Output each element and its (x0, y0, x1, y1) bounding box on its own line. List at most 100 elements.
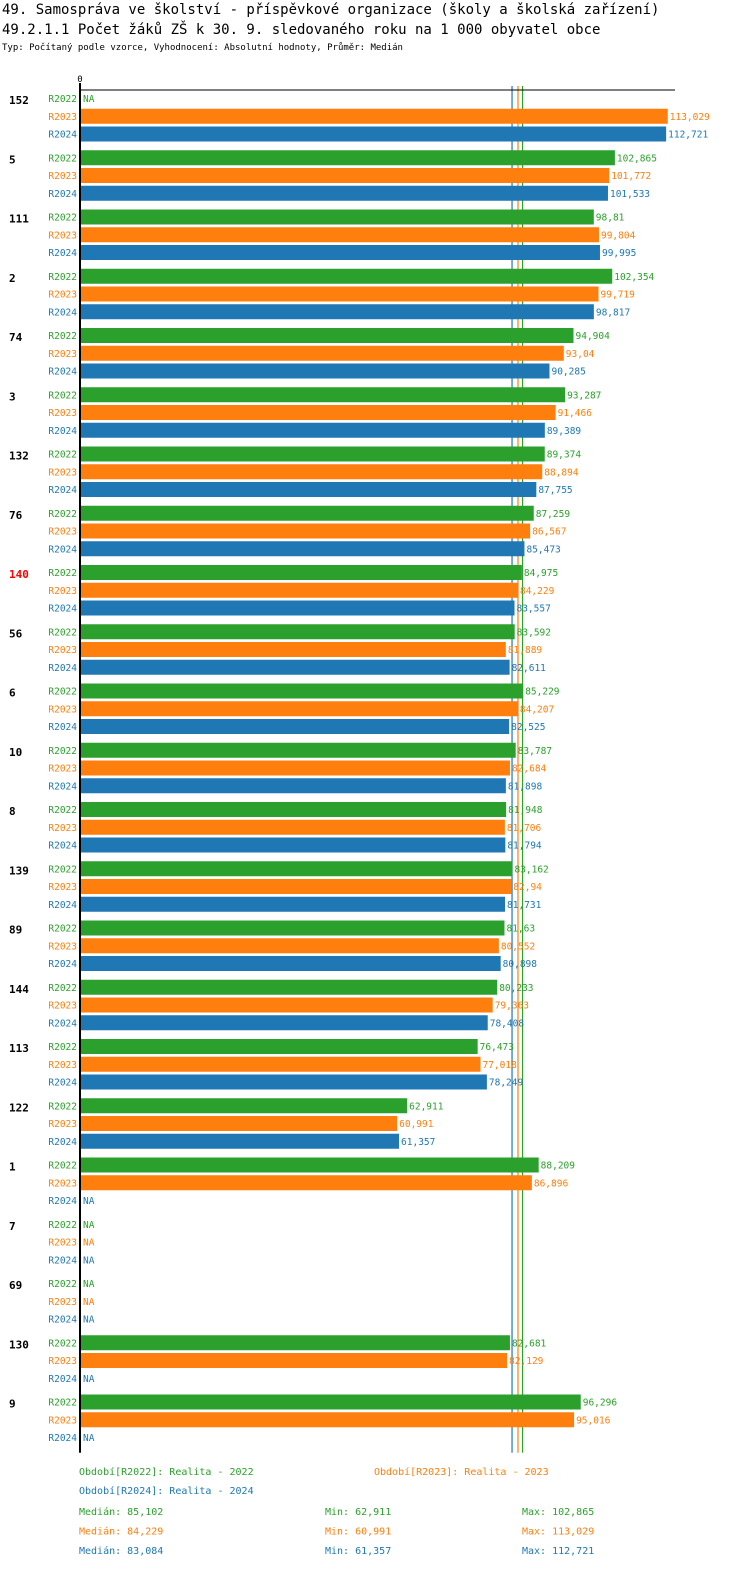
na-label: NA (83, 1238, 95, 1249)
value-label: 81,948 (508, 805, 543, 816)
series-label-r2024: R2024 (48, 841, 77, 852)
group-label: 1 (9, 1161, 16, 1174)
na-label: NA (83, 1315, 95, 1326)
group-label: 3 (9, 390, 16, 403)
group-label: 152 (9, 94, 29, 107)
series-label-r2023: R2023 (48, 1356, 77, 1367)
na-label: NA (83, 1374, 95, 1385)
series-label-r2023: R2023 (48, 112, 77, 123)
legend-r2022: Období[R2022]: Realita - 2022 (79, 1466, 254, 1478)
bar-r2024 (80, 422, 545, 438)
bar-r2022 (80, 209, 594, 225)
value-label: 84,975 (524, 568, 558, 579)
value-label: 81,731 (507, 900, 542, 911)
bar-r2022 (80, 565, 522, 580)
bar-r2024 (80, 245, 600, 260)
bar-r2024 (80, 126, 667, 142)
value-label: 81,63 (506, 924, 535, 935)
na-label: NA (83, 94, 95, 105)
bar-r2024 (80, 363, 550, 379)
series-label-r2022: R2022 (48, 864, 77, 875)
series-label-r2023: R2023 (48, 1119, 77, 1130)
value-label: 102,354 (614, 272, 654, 283)
series-label-r2024: R2024 (48, 130, 77, 141)
group-label: 10 (9, 746, 22, 759)
bar-r2024 (80, 304, 594, 320)
series-label-r2023: R2023 (48, 171, 77, 182)
series-label-r2022: R2022 (48, 1161, 77, 1172)
value-label: 80,233 (499, 983, 533, 994)
value-label: 101,533 (610, 189, 650, 200)
value-label: 82,611 (512, 663, 547, 674)
value-label: 86,896 (534, 1178, 569, 1189)
value-label: 77,018 (482, 1060, 517, 1071)
group-label: 69 (9, 1279, 22, 1292)
series-label-r2024: R2024 (48, 1255, 77, 1266)
value-label: 81,706 (507, 823, 542, 834)
value-label: 81,794 (507, 841, 542, 852)
bar-r2024 (80, 659, 510, 675)
group-label: 122 (9, 1101, 29, 1114)
value-label: 95,016 (576, 1415, 611, 1426)
value-label: 83,592 (517, 627, 551, 638)
series-label-r2022: R2022 (48, 1220, 77, 1231)
bar-r2024 (80, 778, 506, 794)
bar-r2023 (80, 701, 518, 717)
series-label-r2022: R2022 (48, 924, 77, 935)
value-label: 93,287 (567, 390, 601, 401)
value-label: 86,567 (532, 527, 566, 538)
bar-r2022 (80, 1039, 478, 1054)
bar-r2024 (80, 896, 506, 912)
series-label-r2024: R2024 (48, 900, 77, 911)
bar-r2023 (80, 819, 505, 835)
group-label: 9 (9, 1398, 16, 1411)
na-label: NA (83, 1279, 95, 1290)
group-label: 89 (9, 924, 22, 937)
value-label: 82,684 (512, 764, 547, 775)
series-label-r2022: R2022 (48, 1042, 77, 1053)
bar-r2023 (80, 345, 564, 361)
value-label: 87,755 (538, 485, 572, 496)
group-label: 144 (9, 983, 29, 996)
bar-r2022 (80, 446, 545, 462)
value-label: 83,787 (518, 746, 552, 757)
value-label: 88,209 (541, 1161, 576, 1172)
value-label: 84,229 (520, 586, 555, 597)
group-label: 139 (9, 864, 29, 877)
series-label-r2024: R2024 (48, 663, 77, 674)
bar-r2023 (80, 227, 599, 243)
series-label-r2023: R2023 (48, 941, 77, 952)
series-label-r2024: R2024 (48, 1196, 77, 1207)
value-label: 99,995 (602, 248, 636, 259)
na-label: NA (83, 1196, 95, 1207)
group-label: 130 (9, 1338, 29, 1351)
bar-r2023 (80, 523, 531, 539)
series-label-r2023: R2023 (48, 408, 77, 419)
group-label: 111 (9, 213, 29, 226)
bar-r2024 (80, 1133, 400, 1149)
value-label: 81,889 (508, 645, 543, 656)
na-label: NA (83, 1297, 95, 1308)
bar-r2023 (80, 582, 518, 598)
bar-r2022 (80, 802, 507, 817)
bar-r2024 (80, 600, 515, 616)
series-label-r2022: R2022 (48, 805, 77, 816)
bar-r2023 (80, 997, 493, 1013)
value-label: 84,207 (520, 704, 554, 715)
group-label: 7 (9, 1220, 16, 1233)
value-label: 81,898 (508, 781, 543, 792)
value-label: 76,473 (480, 1042, 514, 1053)
bar-r2023 (80, 108, 668, 124)
value-label: 91,466 (558, 408, 593, 419)
value-label: 113,029 (670, 112, 710, 123)
value-label: 78,249 (489, 1078, 524, 1089)
bar-r2023 (80, 760, 510, 776)
series-label-r2022: R2022 (48, 1101, 77, 1112)
bar-r2022 (80, 1098, 408, 1114)
stat-median: Medián: 85,102 (79, 1506, 163, 1518)
series-label-r2023: R2023 (48, 586, 77, 597)
series-label-r2022: R2022 (48, 213, 77, 224)
value-label: 94,904 (576, 331, 611, 342)
value-label: 80,898 (503, 959, 538, 970)
